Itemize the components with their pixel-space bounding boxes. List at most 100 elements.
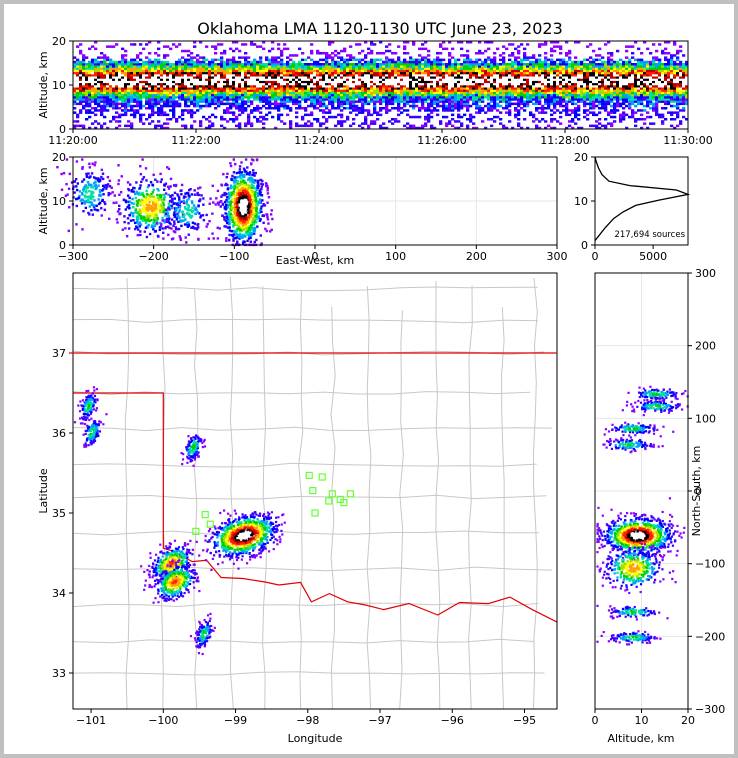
source-density-cell — [280, 91, 284, 95]
source-density-cell — [496, 63, 500, 66]
source-density-cell — [190, 115, 194, 119]
source-density-cell — [130, 96, 134, 99]
source-density-cell — [448, 82, 452, 86]
source-density-cell — [634, 93, 638, 97]
source-density-cell — [316, 74, 320, 77]
source-density-cell — [559, 47, 563, 51]
source-density-cell — [154, 104, 158, 108]
source-density-cell — [340, 78, 344, 81]
source-density-cell — [580, 63, 584, 66]
source-density-cell — [136, 54, 140, 57]
source-density-cell — [334, 49, 338, 53]
source-density-cell — [238, 76, 242, 79]
source-density-cell — [499, 69, 503, 73]
source-density-cell — [505, 89, 509, 92]
source-density-cell — [505, 67, 509, 70]
source-density-cell — [310, 63, 314, 66]
source-density-cell — [565, 71, 569, 75]
source-density-cell — [448, 71, 452, 75]
source-density-cell — [445, 89, 449, 92]
source-density-cell — [301, 91, 305, 95]
source-density-cell — [118, 98, 122, 101]
source-density-cell — [223, 118, 227, 121]
source-density-cell — [172, 87, 176, 90]
source-density-cell — [475, 126, 479, 130]
source-density-cell — [271, 74, 275, 77]
source-density-cell — [346, 76, 350, 79]
source-density-cell — [175, 102, 179, 106]
source-density-cell — [433, 126, 437, 130]
source-density-cell — [214, 87, 218, 90]
source-density-cell — [340, 85, 344, 88]
source-density-cell — [235, 98, 239, 101]
source-density-cell — [496, 78, 500, 81]
source-density-cell — [184, 109, 188, 112]
source-density-cell — [610, 78, 614, 81]
source-density-cell — [82, 60, 86, 64]
source-density-cell — [367, 63, 371, 66]
source-density-cell — [151, 113, 155, 117]
source-density-cell — [268, 60, 272, 64]
source-density-cell — [265, 78, 269, 81]
source-density-cell — [292, 80, 296, 84]
source-density-cell — [313, 60, 317, 64]
source-density-cell — [130, 109, 134, 112]
source-density-cell — [253, 60, 257, 64]
source-density-cell — [370, 49, 374, 53]
source-density-cell — [388, 109, 392, 112]
source-density-cell — [247, 96, 251, 99]
source-density-cell — [538, 54, 542, 57]
source-density-cell — [532, 65, 536, 68]
source-density-cell — [148, 115, 152, 119]
source-density-cell — [355, 43, 359, 46]
source-density-cell — [118, 67, 122, 70]
source-density-cell — [421, 69, 425, 73]
source-density-cell — [427, 60, 431, 64]
source-density-cell — [373, 82, 377, 86]
source-density-cell — [388, 102, 392, 106]
source-density-cell — [181, 87, 185, 90]
source-density-cell — [502, 63, 506, 66]
source-density-cell — [73, 100, 77, 103]
source-density-cell — [352, 89, 356, 92]
source-density-cell — [364, 65, 368, 68]
source-density-cell — [184, 85, 188, 88]
source-density-cell — [112, 65, 116, 68]
source-density-cell — [499, 82, 503, 86]
source-density-cell — [187, 85, 191, 88]
source-density-cell — [217, 104, 221, 108]
source-density-cell — [517, 85, 521, 88]
source-density-cell — [586, 74, 590, 77]
source-density-cell — [613, 74, 617, 77]
source-density-cell — [79, 82, 83, 86]
source-density-cell — [439, 82, 443, 86]
source-density-cell — [499, 67, 503, 70]
source-density-cell — [427, 113, 431, 117]
source-density-cell — [412, 98, 416, 101]
source-density-cell — [268, 98, 272, 101]
source-density-cell — [535, 107, 539, 110]
source-density-cell — [382, 107, 386, 110]
source-density-cell — [205, 93, 209, 97]
source-density-cell — [121, 47, 125, 51]
source-density-cell — [388, 82, 392, 86]
source-density-cell — [154, 63, 158, 66]
source-density-cell — [337, 89, 341, 92]
source-density-cell — [409, 63, 413, 66]
source-density-cell — [598, 80, 602, 84]
source-density-cell — [517, 63, 521, 66]
source-density-cell — [451, 47, 455, 51]
source-density-cell — [577, 118, 581, 121]
source-density-cell — [436, 91, 440, 95]
source-density-cell — [187, 93, 191, 97]
source-density-cell — [643, 89, 647, 92]
source-density-cell — [337, 65, 341, 68]
source-density-cell — [631, 102, 635, 106]
source-density-cell — [133, 76, 137, 79]
source-density-cell — [424, 124, 428, 128]
source-density-cell — [412, 80, 416, 84]
source-density-cell — [379, 67, 383, 70]
source-density-cell — [277, 107, 281, 110]
source-density-cell — [157, 47, 161, 51]
source-density-cell — [361, 76, 365, 79]
